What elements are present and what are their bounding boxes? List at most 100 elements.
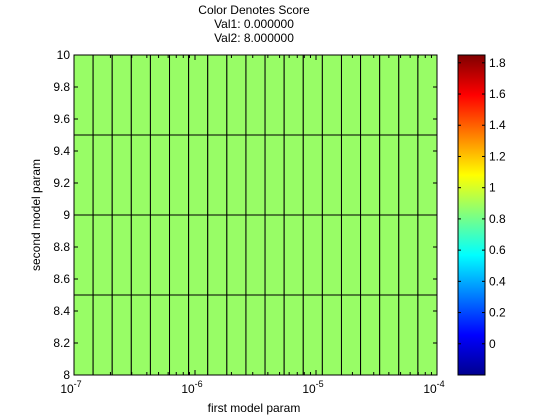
x-tick-exponent: -6: [195, 379, 203, 389]
y-tick-label: 10: [57, 48, 71, 62]
heatmap-cell: [92, 214, 113, 296]
heatmap-cell: [264, 134, 285, 216]
heatmap-cell: [207, 294, 228, 376]
heatmap-cell: [360, 134, 381, 216]
heatmap-cell: [340, 294, 362, 376]
heatmap-cell: [379, 294, 400, 376]
chart-title-line-2: Val1: 0.000000: [214, 17, 294, 31]
y-tick-label: 8.4: [53, 304, 70, 318]
colorbar-tick-label: 0.6: [489, 243, 506, 257]
heatmap-cell: [226, 294, 247, 376]
x-axis-ticks: 10-7 10-6 10-5 10-4: [60, 55, 445, 396]
colorbar-tick-label: 0.4: [489, 274, 506, 288]
heatmap-cell: [111, 214, 132, 296]
heatmap-cell: [417, 294, 438, 376]
heatmap-cell: [245, 214, 266, 296]
heatmap-cell: [226, 214, 247, 296]
heatmap-cell: [92, 134, 113, 216]
heatmap-cell: [226, 54, 247, 136]
heatmap-cell: [321, 54, 342, 136]
heatmap-cell: [302, 214, 323, 296]
y-tick-label: 9: [63, 208, 70, 222]
heatmap-cell: [73, 54, 94, 136]
heatmap-cell: [188, 214, 209, 296]
heatmap-cell: [417, 134, 438, 216]
heatmap-cell: [264, 54, 285, 136]
x-tick-exponent: -7: [74, 379, 82, 389]
heatmap-cell: [283, 294, 304, 376]
colorbar-tick-label: 0.2: [489, 306, 506, 320]
heatmap-cell: [283, 54, 304, 136]
heatmap-cell: [169, 54, 190, 136]
chart-title-line-3: Val2: 8.000000: [214, 31, 294, 45]
y-tick-label: 9.4: [53, 144, 70, 158]
heatmap-cell: [188, 54, 209, 136]
heatmap-cell: [379, 214, 400, 296]
x-tick-label: 10-6: [181, 379, 202, 396]
heatmap-cell: [111, 294, 132, 376]
y-tick-label: 8.8: [53, 240, 70, 254]
x-tick-exponent: -4: [437, 379, 445, 389]
heatmap-cell: [302, 294, 323, 376]
heatmap-cell: [207, 214, 228, 296]
colorbar-tick-label: 1: [489, 181, 496, 195]
heatmap-cell: [264, 214, 285, 296]
heatmap-cell: [207, 134, 228, 216]
y-axis-ticks: 8 8.2 8.4 8.6 8.8 9 9.2 9.4 9.6 9.8 10: [53, 48, 437, 382]
heatmap-cell: [73, 134, 94, 216]
heatmap-cell: [302, 54, 323, 136]
heatmap-cell: [245, 294, 266, 376]
heatmap-cell: [92, 54, 113, 136]
heatmap-cell: [92, 294, 113, 376]
heatmap-cell: [264, 294, 285, 376]
heatmap-cell: [111, 134, 132, 216]
x-tick-label: 10-5: [302, 379, 323, 396]
colorbar-tick-label: 1.6: [489, 87, 506, 101]
heatmap-cell: [302, 134, 323, 216]
plot-area: [73, 54, 438, 376]
x-tick-label: 10-4: [423, 379, 444, 396]
heatmap-cell: [130, 54, 151, 136]
heatmap-cell: [149, 214, 171, 296]
heatmap-cell: [417, 214, 438, 296]
x-tick-base: 10: [302, 382, 316, 396]
heatmap-cell: [130, 214, 151, 296]
colorbar-tick-label: 0.8: [489, 212, 506, 226]
colorbar-tick-label: 1.2: [489, 149, 506, 163]
colorbar-tick-label: 1.4: [489, 118, 506, 132]
x-tick-label: 10-7: [60, 379, 81, 396]
heatmap-cell: [398, 134, 419, 216]
colorbar-tick-label: 1.8: [489, 56, 506, 70]
heatmap-cell: [283, 134, 304, 216]
heatmap-cell: [226, 134, 247, 216]
heatmap-cell: [149, 294, 171, 376]
x-axis-label: first model param: [208, 401, 301, 415]
chart-title-line-1: Color Denotes Score: [198, 3, 310, 17]
heatmap-cell: [149, 54, 171, 136]
heatmap-cell: [398, 214, 419, 296]
x-tick-exponent: -5: [316, 379, 324, 389]
x-tick-base: 10: [181, 382, 195, 396]
heatmap-cell: [379, 54, 400, 136]
heatmap-cell: [417, 54, 438, 136]
colorbar: [457, 54, 486, 376]
heatmap-cell: [360, 54, 381, 136]
heatmap-cell: [111, 54, 132, 136]
heatmap-cell: [340, 214, 362, 296]
x-tick-base: 10: [60, 382, 74, 396]
heatmap-cell: [149, 134, 171, 216]
heatmap-cell: [207, 54, 228, 136]
y-tick-label: 8.6: [53, 272, 70, 286]
heatmap-cell: [169, 294, 190, 376]
heatmap-cell: [130, 134, 151, 216]
y-tick-label: 9.2: [53, 176, 70, 190]
y-tick-label: 9.6: [53, 112, 70, 126]
y-tick-label: 9.8: [53, 80, 70, 94]
heatmap-cell: [73, 214, 94, 296]
heatmap-cell: [245, 54, 266, 136]
heatmap-cell: [321, 214, 342, 296]
heatmap-cell: [398, 294, 419, 376]
y-tick-label: 8: [63, 368, 70, 382]
colorbar-tick-label: 0: [489, 337, 496, 351]
